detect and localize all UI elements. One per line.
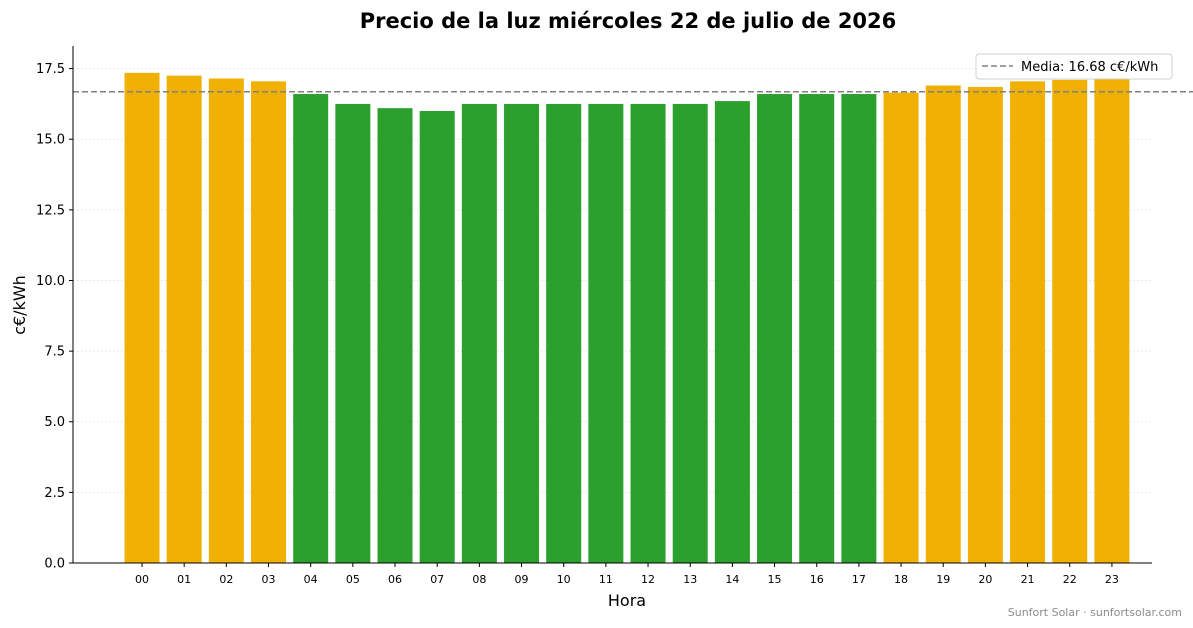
bar-07 xyxy=(419,110,455,563)
y-tick-label: 5.0 xyxy=(44,415,65,430)
x-tick-label: 13 xyxy=(683,573,697,586)
x-tick-label: 11 xyxy=(599,573,613,586)
bar-06 xyxy=(377,108,413,563)
bars xyxy=(124,72,1130,564)
x-tick-label: 22 xyxy=(1063,573,1077,586)
bar-09 xyxy=(504,103,540,564)
x-tick-label: 07 xyxy=(430,573,444,586)
y-ticks: 0.0 2.5 5.0 7.5 10.0 12.5 15.0 17.5 xyxy=(36,62,73,572)
bar-17 xyxy=(841,94,877,564)
x-tick-label: 19 xyxy=(936,573,950,586)
chart-title: Precio de la luz miércoles 22 de julio d… xyxy=(360,9,897,33)
bar-08 xyxy=(461,103,497,564)
x-tick-label: 03 xyxy=(262,573,276,586)
x-tick-label: 21 xyxy=(1021,573,1035,586)
bar-10 xyxy=(546,103,582,564)
x-tick-label: 05 xyxy=(346,573,360,586)
bar-03 xyxy=(251,81,287,563)
legend-mean-label: Media: 16.68 c€/kWh xyxy=(1021,60,1158,75)
x-tick-label: 17 xyxy=(852,573,866,586)
bar-05 xyxy=(335,103,371,564)
x-tick-label: 15 xyxy=(768,573,782,586)
x-tick-label: 04 xyxy=(304,573,318,586)
bar-19 xyxy=(925,85,961,563)
bar-13 xyxy=(672,103,708,564)
bar-23 xyxy=(1094,78,1130,563)
y-tick-label: 10.0 xyxy=(36,274,65,289)
bar-11 xyxy=(588,103,624,564)
x-tick-label: 02 xyxy=(219,573,233,586)
y-tick-label: 7.5 xyxy=(44,345,65,360)
bar-02 xyxy=(208,78,244,563)
x-tick-label: 08 xyxy=(472,573,486,586)
bar-15 xyxy=(757,94,793,564)
bar-12 xyxy=(630,103,666,564)
watermark: Sunfort Solar · sunfortsolar.com xyxy=(1007,606,1182,619)
bar-21 xyxy=(1010,81,1046,563)
bar-00 xyxy=(124,72,160,563)
y-tick-label: 17.5 xyxy=(36,62,65,77)
y-axis-label: c€/kWh xyxy=(10,275,29,335)
x-ticks: 00 01 02 03 04 05 06 07 08 09 10 11 12 13 14 15 16 17 18 19… xyxy=(135,563,1119,586)
bar-20 xyxy=(967,86,1003,563)
bar-22 xyxy=(1052,79,1088,563)
x-tick-label: 01 xyxy=(177,573,191,586)
legend-box xyxy=(975,53,1173,80)
y-tick-label: 15.0 xyxy=(36,133,65,148)
x-tick-label: 00 xyxy=(135,573,149,586)
bar-18 xyxy=(883,92,919,564)
x-tick-label: 14 xyxy=(725,573,739,586)
x-tick-label: 06 xyxy=(388,573,402,586)
y-tick-label: 12.5 xyxy=(36,203,65,218)
x-tick-label: 10 xyxy=(557,573,571,586)
y-tick-label: 2.5 xyxy=(44,486,65,501)
x-tick-label: 12 xyxy=(641,573,655,586)
x-tick-label: 23 xyxy=(1105,573,1119,586)
y-tick-label: 0.0 xyxy=(44,557,65,572)
legend: Media: 16.68 c€/kWh xyxy=(975,53,1173,80)
x-tick-label: 09 xyxy=(515,573,529,586)
bar-16 xyxy=(799,94,835,564)
x-tick-label: 20 xyxy=(978,573,992,586)
x-axis-label: Hora xyxy=(608,591,646,610)
x-tick-label: 18 xyxy=(894,573,908,586)
bar-01 xyxy=(166,75,202,563)
bar-04 xyxy=(293,94,329,564)
x-tick-label: 16 xyxy=(810,573,824,586)
bar-14 xyxy=(714,101,750,564)
